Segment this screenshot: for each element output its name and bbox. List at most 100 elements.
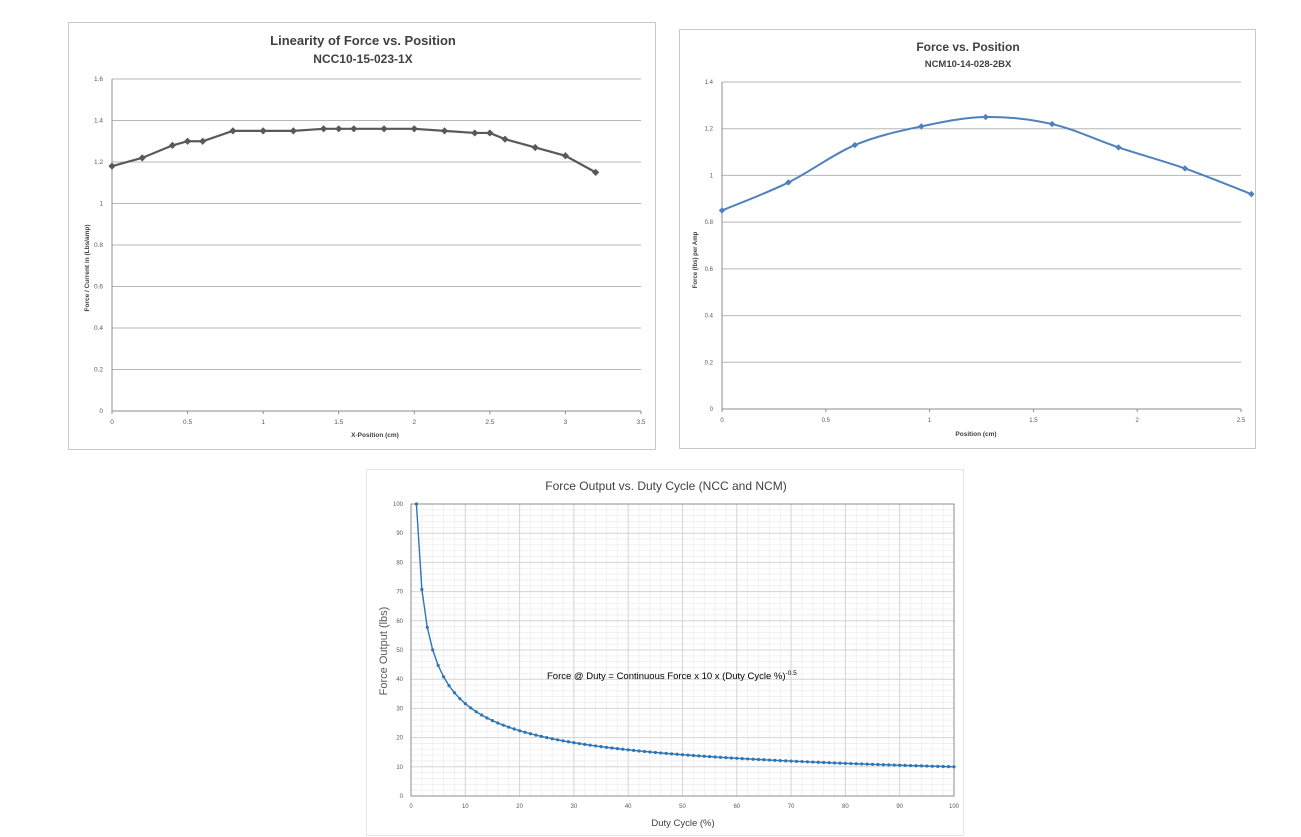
data-point [615,747,619,751]
data-point [746,757,750,761]
data-point [501,135,509,143]
chart-ncc-linearity: Linearity of Force vs. Position NCC10-15… [68,22,656,450]
y-axis-label: Force / Current in (Lbs/amp) [84,224,91,311]
data-point [259,127,267,135]
data-point [523,730,527,734]
x-tick-label: 1 [928,418,932,424]
data-point [680,753,685,757]
data-point [800,759,804,764]
data-point [436,663,440,668]
data-point [452,691,457,695]
data-point [496,721,500,725]
x-tick-label: 2.5 [1237,418,1246,424]
data-point [199,137,207,145]
data-point [632,748,636,752]
chart-subtitle: NCC10-15-023-1X [313,52,412,66]
data-point [463,702,467,706]
data-point [860,762,864,766]
data-point [594,744,598,748]
y-axis-label: Force Output (lbs) [378,607,390,696]
x-tick-label: 20 [516,804,523,810]
data-point [621,747,625,751]
data-point [168,141,177,149]
x-axis-label: Duty Cycle (%) [651,818,714,829]
series-line [721,116,1252,212]
x-tick-label: 1 [261,419,265,426]
y-tick-label: 10 [396,765,403,771]
x-tick-label: 2 [412,419,416,426]
y-tick-label: 1.2 [94,159,103,166]
data-point [982,113,989,121]
data-point [702,754,706,758]
data-point [718,755,723,759]
data-point [870,762,875,766]
data-point [659,751,663,755]
chart-ncm-force-position-svg: Force vs. Position NCM10-14-028-2BX Posi… [693,40,1255,438]
data-point [604,745,609,749]
data-point [908,763,913,768]
data-point [425,625,429,630]
chart-ncm-force-position: Force vs. Position NCM10-14-028-2BX Posi… [679,29,1256,449]
data-point [851,141,859,149]
data-point [653,750,657,755]
data-point [512,727,516,731]
data-point [816,760,820,764]
data-point [648,750,652,754]
y-tick-label: 0.2 [94,367,103,374]
data-point [822,760,826,765]
y-tick-label: 0.4 [94,325,103,332]
formula-exponent: -0.5 [786,670,798,677]
data-point [919,764,924,768]
y-tick-label: 100 [393,502,404,508]
x-tick-label: 50 [679,804,686,810]
x-tick-label: 0 [110,419,114,426]
data-point [898,763,902,767]
data-point [350,125,358,133]
data-point [778,758,782,763]
y-tick-label: 1 [710,173,714,179]
data-point [838,761,842,765]
data-point [642,749,647,754]
y-tick-label: 0 [710,407,714,413]
data-point [545,736,549,740]
data-point [946,765,951,769]
data-point [827,761,831,765]
data-point [289,127,297,135]
data-point [335,125,343,133]
chart-subtitle: NCM10-14-028-2BX [925,59,1012,70]
data-point [729,756,733,760]
data-point [501,723,505,727]
data-point [592,168,600,176]
data-point [447,684,451,688]
data-point [566,740,571,744]
data-point [474,710,478,714]
y-tick-label: 0.6 [94,284,103,291]
data-point [773,758,777,762]
data-point [471,129,479,137]
y-tick-label: 30 [396,706,403,712]
chart-force-duty-cycle-svg: Force Output vs. Duty Cycle (NCC and NCM… [378,479,960,829]
data-point [832,761,837,765]
x-tick-label: 1.5 [334,419,343,426]
data-point [410,125,418,133]
x-tick-label: 10 [462,804,469,810]
data-point [767,758,771,762]
data-point [539,734,543,738]
data-point [380,125,388,133]
plot-area-border [410,503,955,797]
data-point [854,762,858,766]
data-point [756,757,761,762]
data-point [740,757,744,761]
chart-force-duty-cycle: Force Output vs. Duty Cycle (NCC and NCM… [366,469,964,836]
data-point [599,745,603,749]
data-point [849,761,853,766]
chart-title: Linearity of Force vs. Position [270,33,456,48]
y-tick-label: 20 [396,736,403,742]
x-axis-label: Position (cm) [955,431,996,438]
data-point [892,763,896,767]
data-point [458,697,462,701]
x-tick-label: 0 [409,804,413,810]
data-point [561,739,565,743]
data-point [485,716,489,720]
data-point [441,675,446,679]
